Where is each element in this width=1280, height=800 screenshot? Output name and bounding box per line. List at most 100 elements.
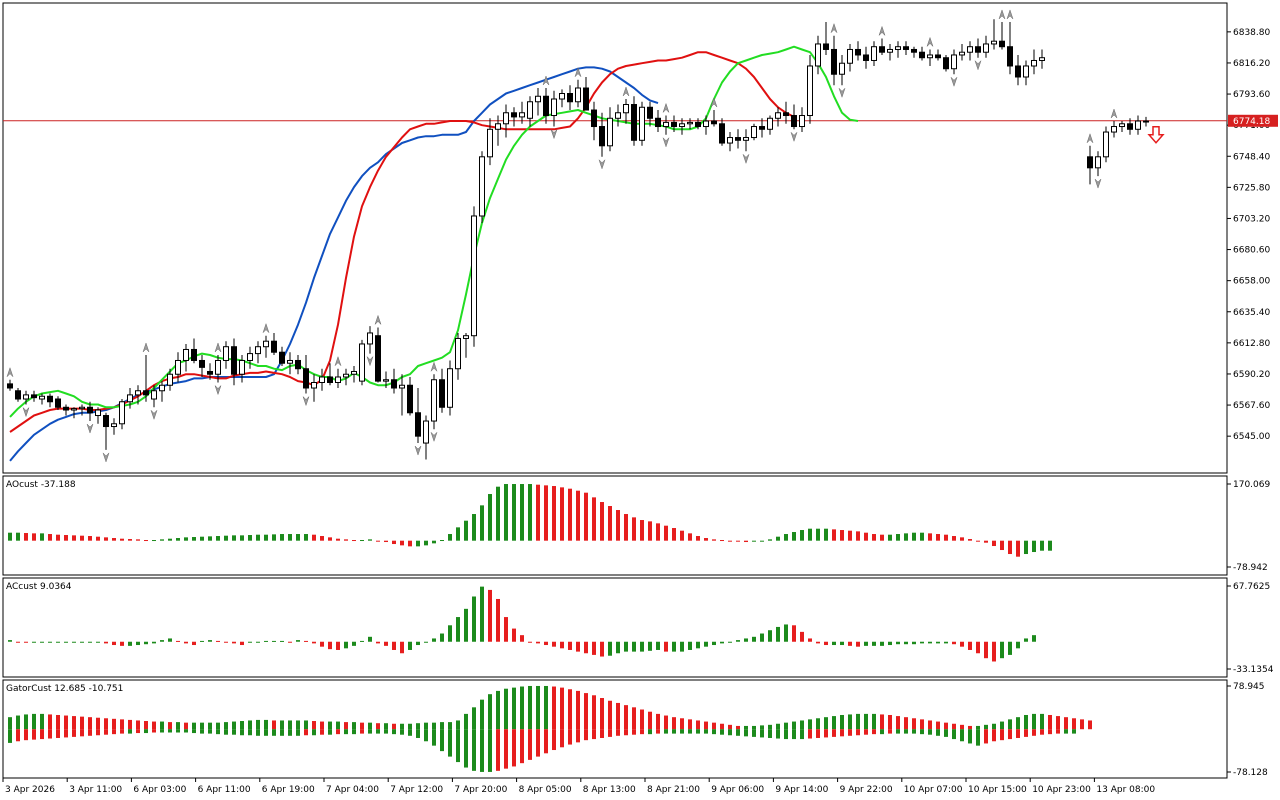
bull-candle bbox=[871, 46, 877, 61]
ao-bar bbox=[168, 538, 172, 541]
gator-upper-bar bbox=[1008, 719, 1012, 730]
ac-bar bbox=[752, 636, 756, 642]
gator-lower-bar bbox=[808, 729, 812, 739]
ao-bar bbox=[472, 514, 476, 541]
ao-bar bbox=[1008, 540, 1012, 555]
gator-upper-bar bbox=[952, 723, 956, 730]
gator-lower-bar bbox=[840, 729, 844, 737]
gator-upper-bar bbox=[1072, 718, 1076, 730]
ao-bar bbox=[200, 536, 204, 541]
price-tick-label: 6658.00 bbox=[1233, 277, 1270, 287]
bear-candle bbox=[231, 346, 237, 375]
gator-upper-bar bbox=[808, 719, 812, 730]
bull-candle bbox=[559, 93, 565, 100]
gator-upper-bar bbox=[136, 720, 140, 730]
gator-lower-bar bbox=[360, 729, 364, 734]
gator-upper-bar bbox=[120, 719, 124, 730]
ac-bar bbox=[672, 641, 676, 652]
bull-candle bbox=[575, 87, 581, 103]
ac-pane[interactable] bbox=[8, 586, 1036, 662]
time-label: 8 Apr 05:00 bbox=[519, 785, 572, 795]
gator-upper-bar bbox=[336, 721, 340, 730]
ao-bar bbox=[1032, 540, 1036, 553]
ao-bar bbox=[912, 532, 916, 541]
gator-lower-bar bbox=[1024, 729, 1028, 737]
gator-frame bbox=[2, 679, 1228, 779]
bull-candle bbox=[1143, 120, 1149, 123]
ao-bar bbox=[80, 535, 84, 541]
ao-label: AOcust -37.188 bbox=[6, 480, 76, 490]
bear-candle bbox=[735, 137, 741, 141]
ac-bar bbox=[992, 641, 996, 662]
gator-lower-bar bbox=[112, 729, 116, 735]
gator-upper-bar bbox=[488, 694, 492, 730]
ao-pane[interactable] bbox=[8, 484, 1052, 557]
ac-bar bbox=[544, 641, 548, 646]
bull-candle bbox=[743, 137, 749, 141]
gator-pane[interactable] bbox=[8, 685, 1092, 772]
gator-upper-bar bbox=[240, 721, 244, 730]
gator-lower-bar bbox=[752, 729, 756, 737]
gator-lower-bar bbox=[48, 729, 52, 739]
gator-upper-bar bbox=[672, 717, 676, 730]
time-label: 6 Apr 03:00 bbox=[133, 785, 186, 795]
gator-lower-bar bbox=[744, 729, 748, 737]
gator-lower-bar bbox=[72, 729, 76, 737]
bear-candle bbox=[63, 406, 69, 411]
gator-lower-bar bbox=[568, 729, 572, 745]
bear-candle bbox=[191, 348, 197, 361]
ao-bar bbox=[624, 514, 628, 541]
ac-bar bbox=[376, 641, 380, 644]
main-price-pane[interactable] bbox=[3, 9, 1227, 463]
gator-lower-bar bbox=[464, 729, 468, 768]
ao-bar bbox=[576, 490, 580, 541]
gator-label: GatorCust 12.685 -10.751 bbox=[6, 684, 123, 694]
gator-upper-bar bbox=[1056, 716, 1060, 730]
fractal-up bbox=[662, 102, 670, 113]
bull-candle bbox=[1023, 65, 1029, 78]
time-label: 9 Apr 06:00 bbox=[711, 785, 764, 795]
bull-candle bbox=[1119, 123, 1125, 128]
bull-candle bbox=[607, 117, 613, 147]
gator-upper-bar bbox=[992, 723, 996, 730]
price-tick-label: 6567.60 bbox=[1233, 401, 1270, 411]
ao-bar bbox=[640, 520, 644, 541]
gator-upper-bar bbox=[560, 687, 564, 730]
gator-upper-bar bbox=[880, 714, 884, 730]
bear-candle bbox=[271, 340, 277, 353]
gator-lower-bar bbox=[264, 729, 268, 736]
gator-lower-bar bbox=[136, 729, 140, 734]
gator-upper-bar bbox=[352, 722, 356, 730]
current-price-box: 6774.18 bbox=[1228, 114, 1278, 127]
ao-bar bbox=[664, 525, 668, 541]
ao-bar bbox=[720, 540, 724, 542]
ao-bar bbox=[8, 532, 12, 541]
ac-bar bbox=[280, 640, 284, 642]
ac-bar bbox=[856, 641, 860, 647]
gator-upper-bar bbox=[472, 707, 476, 730]
ao-bar bbox=[184, 537, 188, 541]
gator-upper-bar bbox=[168, 722, 172, 730]
ao-bar bbox=[512, 484, 516, 541]
time-label: 6 Apr 19:00 bbox=[262, 785, 315, 795]
ao-bar bbox=[400, 540, 404, 546]
ac-bar bbox=[1008, 641, 1012, 655]
bear-candle bbox=[975, 46, 981, 53]
ac-bar bbox=[832, 641, 836, 646]
fractal-down bbox=[102, 452, 110, 463]
gator-upper-bar bbox=[192, 722, 196, 730]
ac-bar bbox=[760, 633, 764, 642]
fractal-up bbox=[1006, 9, 1014, 20]
ao-bar bbox=[648, 521, 652, 541]
gator-upper-bar bbox=[328, 721, 332, 730]
time-label: 3 Apr 11:00 bbox=[69, 785, 122, 795]
bear-candle bbox=[207, 370, 213, 375]
gator-lower-bar bbox=[896, 729, 900, 734]
ac-bar bbox=[648, 641, 652, 651]
ao-bar bbox=[416, 540, 420, 547]
ac-bar bbox=[552, 641, 556, 647]
ac-bar bbox=[56, 641, 60, 643]
ac-bar bbox=[96, 641, 100, 643]
gator-lower-bar bbox=[104, 729, 108, 735]
